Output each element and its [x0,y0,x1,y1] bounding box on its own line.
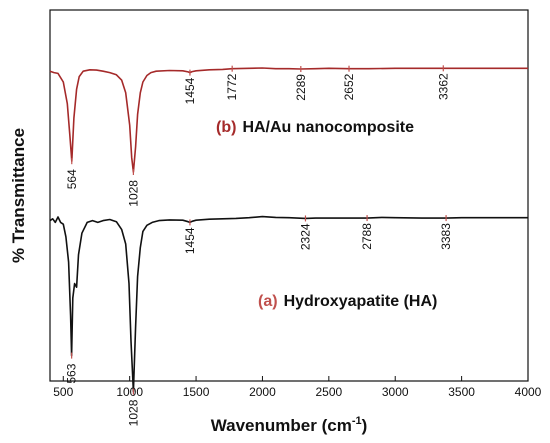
x-tick-label-2500: 2500 [315,385,342,399]
x-axis-label-close: ) [362,416,368,435]
peak-label-ha-au-1772: 1772 [225,73,239,100]
peak-label-ha-3383: 3383 [439,223,453,250]
x-tick-label-500: 500 [53,385,73,399]
x-axis-label-main: Wavenumber (cm [211,416,352,435]
peak-label-ha-au-2289: 2289 [294,74,308,101]
peak-label-ha-au-564: 564 [65,169,79,189]
peak-label-ha-2788: 2788 [360,223,374,250]
x-tick-label-3500: 3500 [448,385,475,399]
x-tick-label-3000: 3000 [382,385,409,399]
legend-name-ha: Hydroxyapatite (HA) [284,293,438,310]
peak-label-ha-563: 563 [65,363,79,383]
series-line-ha-au [49,67,528,173]
series-line-ha [49,215,528,393]
peak-label-ha-au-1454: 1454 [183,77,197,104]
x-tick-label-1000: 1000 [116,385,143,399]
legend-letter-b: (b) [216,119,236,136]
x-tick-label-4000: 4000 [515,385,542,399]
peak-label-ha-au-1028: 1028 [126,180,140,207]
x-axis-ticks: 500 1000 1500 2000 2500 3000 3500 4000 [53,376,542,399]
x-axis-label-sup: -1 [352,415,362,427]
peak-label-ha-1028: 1028 [126,399,140,426]
x-tick-label-2000: 2000 [249,385,276,399]
plot-frame [49,9,529,382]
peak-label-ha-au-2652: 2652 [342,73,356,100]
peak-label-ha-1454: 1454 [183,227,197,254]
x-tick-label-1500: 1500 [183,385,210,399]
peak-label-ha-au-3362: 3362 [436,73,450,100]
y-axis-label: % Transmittance [9,128,28,263]
peak-labels: 564 1028 1454 1772 2289 2652 3362 563 1028 1454 23… [65,65,453,426]
x-axis-label: Wavenumber (cm-1) [211,415,368,435]
legend-label-ha: (a) Hydroxyapatite (HA) [258,293,437,310]
series-layer [49,67,528,393]
legend-letter-a: (a) [258,293,278,310]
legend-label-ha-au: (b) HA/Au nanocomposite [216,119,414,136]
peak-label-ha-2324: 2324 [298,223,312,250]
legend-name-ha-au: HA/Au nanocomposite [242,119,414,136]
